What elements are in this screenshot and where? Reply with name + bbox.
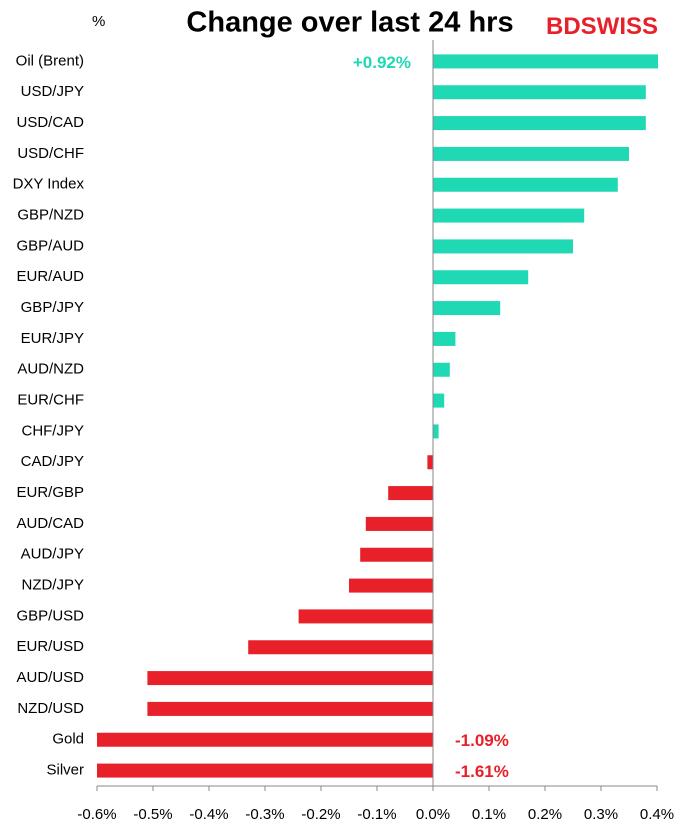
y-tick-label: AUD/USD [16, 669, 84, 686]
value-label: +0.92% [353, 53, 411, 72]
y-tick-label: NZD/JPY [21, 577, 84, 594]
x-tick-label: -0.4% [189, 806, 228, 823]
x-tick-label: 0.4% [640, 806, 674, 823]
y-tick-label: Gold [52, 731, 84, 748]
bar [433, 270, 529, 285]
bar [298, 609, 433, 624]
bar [97, 763, 433, 778]
bar [433, 331, 456, 346]
bar [433, 146, 629, 161]
bar [433, 208, 585, 223]
bar [433, 239, 573, 254]
y-tick-label: EUR/USD [16, 638, 84, 655]
y-tick-label: CAD/JPY [21, 453, 84, 470]
y-tick-label: AUD/JPY [21, 546, 84, 563]
logo-part: BD [546, 13, 581, 40]
bar [433, 424, 439, 439]
x-tick-label: -0.6% [77, 806, 116, 823]
y-tick-label: GBP/AUD [16, 237, 84, 254]
bar [147, 671, 433, 686]
y-tick-label: NZD/USD [17, 700, 84, 717]
bar [388, 486, 433, 501]
value-label: -1.61% [455, 762, 509, 781]
y-tick-label: EUR/JPY [21, 330, 84, 347]
y-tick-label: USD/JPY [21, 83, 84, 100]
x-tick-label: -0.2% [301, 806, 340, 823]
bar [433, 116, 646, 131]
y-tick-label: EUR/GBP [16, 484, 84, 501]
x-tick-label: 0.3% [584, 806, 618, 823]
y-tick-label: USD/CAD [16, 114, 84, 131]
bar [248, 640, 433, 655]
value-label: -1.09% [455, 731, 509, 750]
bar [433, 85, 646, 100]
y-tick-label: EUR/CHF [17, 392, 84, 409]
bar [349, 578, 433, 593]
x-tick-label: 0.2% [528, 806, 562, 823]
y-tick-label: CHF/JPY [21, 422, 84, 439]
bar [427, 455, 433, 470]
y-tick-label: Oil (Brent) [16, 52, 84, 69]
y-tick-label: GBP/JPY [21, 299, 84, 316]
y-tick-label: AUD/NZD [17, 361, 84, 378]
bar [433, 301, 501, 316]
y-tick-label: GBP/NZD [17, 207, 84, 224]
bars [97, 54, 658, 778]
y-tick-label: EUR/AUD [16, 268, 84, 285]
y-tick-label: Silver [46, 762, 84, 779]
y-tick-label: USD/CHF [17, 145, 84, 162]
bar [433, 54, 658, 69]
bar [147, 701, 433, 716]
bar [433, 177, 618, 192]
bar [433, 393, 445, 408]
x-tick-label: -0.3% [245, 806, 284, 823]
chart-title: Change over last 24 hrs [186, 7, 513, 39]
x-tick-label: 0.0% [416, 806, 450, 823]
bar [433, 362, 450, 377]
x-tick-label: -0.5% [133, 806, 172, 823]
bar [97, 732, 434, 747]
unit-label: % [92, 13, 105, 30]
y-tick-label: GBP/USD [16, 607, 84, 624]
logo-part: SWISS [581, 13, 658, 40]
logo: BDSWISS [546, 13, 658, 40]
bar [360, 547, 433, 562]
x-tick-label: -0.1% [357, 806, 396, 823]
x-tick-label: 0.1% [472, 806, 506, 823]
y-tick-label: DXY Index [13, 176, 85, 193]
bar [365, 516, 433, 531]
y-tick-label: AUD/CAD [16, 515, 84, 532]
